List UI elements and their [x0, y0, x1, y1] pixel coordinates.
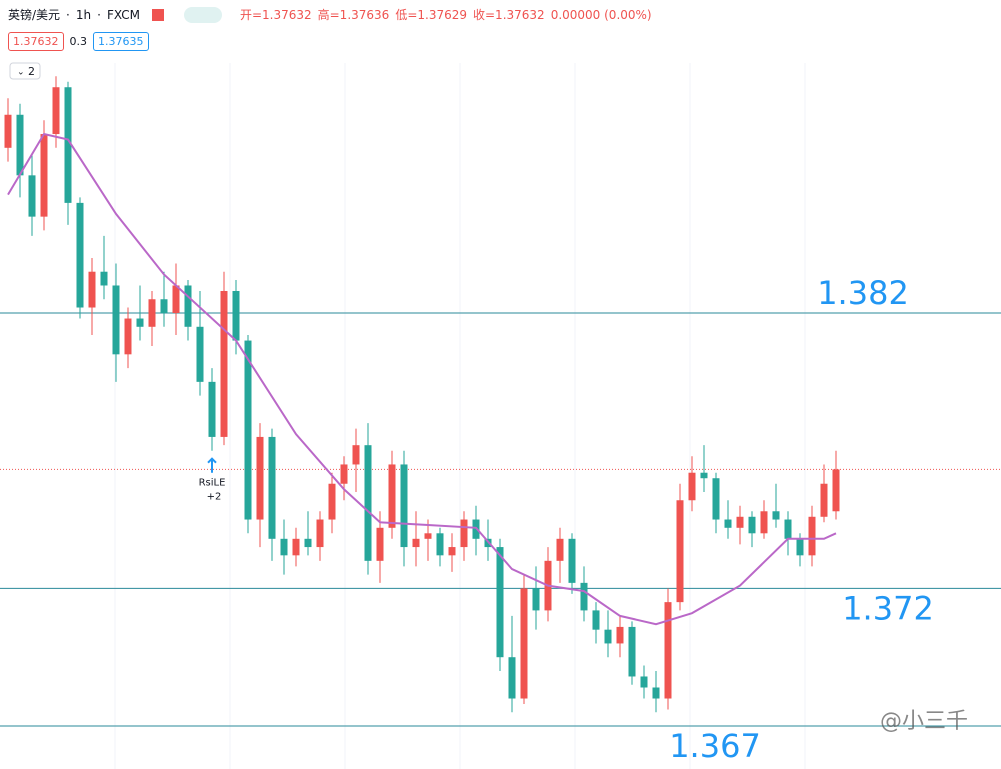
- candle-body: [748, 516, 756, 534]
- candle-body: [508, 657, 516, 699]
- candle-body: [328, 483, 336, 520]
- flag-icon[interactable]: [151, 8, 164, 21]
- candle-body: [700, 472, 708, 479]
- candle-body: [424, 533, 432, 539]
- candle-body: [256, 436, 264, 520]
- candle-body: [772, 511, 780, 520]
- candle-body: [376, 527, 384, 561]
- ohlc-low: 低=1.37629: [395, 8, 467, 22]
- candle-body: [520, 588, 528, 699]
- candle-body: [52, 87, 60, 135]
- level-label: 1.372: [842, 589, 934, 627]
- candle-body: [568, 538, 576, 583]
- candle-body: [652, 687, 660, 699]
- status-icon[interactable]: [183, 6, 222, 23]
- candle-body: [88, 271, 96, 308]
- signal-label: RsiLE: [199, 478, 226, 489]
- candle-body: [316, 519, 324, 548]
- candle-body: [208, 381, 216, 437]
- candle-body: [220, 290, 228, 437]
- trade-row: 1.37632 0.3 1.37635: [8, 32, 149, 51]
- spread: 0.3: [69, 35, 88, 48]
- candle-body: [100, 271, 108, 286]
- candle-body: [448, 547, 456, 556]
- source: FXCM: [106, 7, 140, 22]
- chevron: ⌄: [17, 68, 25, 78]
- dot: ·: [97, 7, 101, 22]
- candle-body: [148, 299, 156, 327]
- candle-body: [172, 285, 180, 314]
- signal-count: +2: [207, 492, 222, 503]
- moving-average: [7, 132, 837, 626]
- candle-body: [16, 114, 24, 176]
- candle-body: [160, 299, 168, 314]
- candle-body: [136, 318, 144, 327]
- candle-body: [196, 326, 204, 382]
- candle-body: [304, 538, 312, 548]
- buy-price[interactable]: 1.37635: [93, 32, 149, 51]
- candle-body: [364, 445, 372, 561]
- candle-body: [664, 602, 672, 699]
- candle-body: [76, 202, 84, 308]
- toolbar: 英镑/美元 · 1h · FXCM 开=1.37632 高=1.37636 低=1.…: [0, 0, 1001, 63]
- candle-body: [4, 114, 12, 148]
- candle-body: [604, 629, 612, 644]
- candle-body: [724, 519, 732, 528]
- candle-body: [628, 626, 636, 677]
- signal-arrow: [207, 457, 217, 473]
- candle-body: [388, 464, 396, 528]
- candle-body: [124, 318, 132, 355]
- candle-body: [760, 511, 768, 534]
- candle-body: [688, 472, 696, 501]
- candle-body: [412, 538, 420, 548]
- candle-body: [292, 538, 300, 556]
- candle-body: [640, 676, 648, 688]
- candle-body: [436, 533, 444, 556]
- candle-body: [352, 445, 360, 465]
- candle-body: [244, 340, 252, 520]
- candle-body: [496, 547, 504, 658]
- symbol-row: 英镑/美元 · 1h · FXCM 开=1.37632 高=1.37636 低=1.…: [8, 6, 652, 23]
- ohlc-high: 高=1.37636: [317, 8, 390, 22]
- candle-body: [64, 87, 72, 203]
- candle-body: [832, 469, 840, 512]
- candle-body: [736, 516, 744, 528]
- candle-body: [712, 478, 720, 520]
- ohlc-open: 开=1.37632: [239, 8, 312, 22]
- grid: [114, 63, 806, 769]
- candle-body: [808, 516, 816, 556]
- collapse-button[interactable]: [9, 62, 41, 80]
- candle-body: [40, 134, 48, 217]
- interval[interactable]: 1h: [75, 7, 92, 22]
- ohlc-close: 收=1.37632: [473, 8, 545, 22]
- candle-body: [400, 464, 408, 548]
- candle-body: [184, 285, 192, 327]
- candle-body: [28, 175, 36, 217]
- sell-price[interactable]: 1.37632: [8, 32, 64, 51]
- candle-body: [280, 538, 288, 556]
- candle-body: [676, 500, 684, 603]
- candle-body: [460, 519, 468, 548]
- ohlc-change: 0.00000 (0.00%): [550, 7, 652, 22]
- candle-body: [580, 582, 588, 611]
- candle-body: [112, 285, 120, 355]
- candle-body: [340, 464, 348, 484]
- level-label: 1.367: [669, 727, 761, 765]
- dot: ·: [66, 7, 70, 22]
- candle-body: [268, 436, 276, 539]
- watermark: @小三千: [880, 709, 968, 734]
- candle-body: [532, 588, 540, 611]
- candle-body: [232, 290, 240, 341]
- symbol[interactable]: 英镑/美元: [8, 8, 61, 22]
- candle-body: [784, 519, 792, 539]
- level-label: 1.382: [817, 274, 909, 312]
- candle-body: [556, 538, 564, 561]
- indicator-count: 2: [28, 65, 35, 78]
- candle-body: [592, 610, 600, 630]
- candle-body: [820, 483, 828, 517]
- candle-body: [796, 538, 804, 556]
- candle-body: [616, 626, 624, 644]
